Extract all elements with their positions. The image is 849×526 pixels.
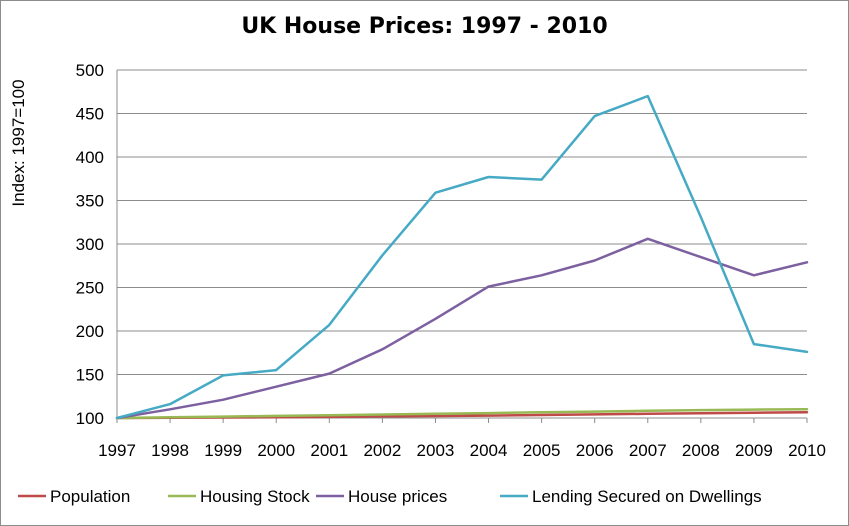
x-tick-label: 1997 (98, 441, 136, 460)
y-tick-label: 200 (76, 322, 104, 341)
y-tick-label: 350 (76, 192, 104, 211)
x-tick-label: 2005 (523, 441, 561, 460)
x-tick-label: 2004 (470, 441, 508, 460)
y-tick-label: 100 (76, 409, 104, 428)
x-tick-label: 2002 (363, 441, 401, 460)
x-tick-label: 2007 (629, 441, 667, 460)
x-tick-label: 2001 (310, 441, 348, 460)
x-tick-label: 2003 (417, 441, 455, 460)
y-tick-label: 150 (76, 366, 104, 385)
y-tick-label: 400 (76, 148, 104, 167)
y-tick-label: 300 (76, 235, 104, 254)
legend-label: House prices (348, 487, 447, 506)
series-line (115, 237, 809, 420)
x-tick-label: 1999 (204, 441, 242, 460)
x-tick-label: 2010 (788, 441, 826, 460)
y-tick-label: 500 (76, 61, 104, 80)
x-tick-label: 1998 (151, 441, 189, 460)
x-tick-label: 2000 (257, 441, 295, 460)
series-line (115, 407, 809, 420)
legend-label: Housing Stock (200, 487, 310, 506)
legend-label: Population (50, 487, 130, 506)
series-line (115, 94, 809, 420)
y-tick-label: 250 (76, 279, 104, 298)
chart-title: UK House Prices: 1997 - 2010 (241, 14, 608, 39)
x-tick-label: 2008 (682, 441, 720, 460)
x-tick-label: 2006 (576, 441, 614, 460)
x-tick-label: 2009 (735, 441, 773, 460)
y-tick-label: 450 (76, 105, 104, 124)
legend-label: Lending Secured on Dwellings (532, 487, 762, 506)
